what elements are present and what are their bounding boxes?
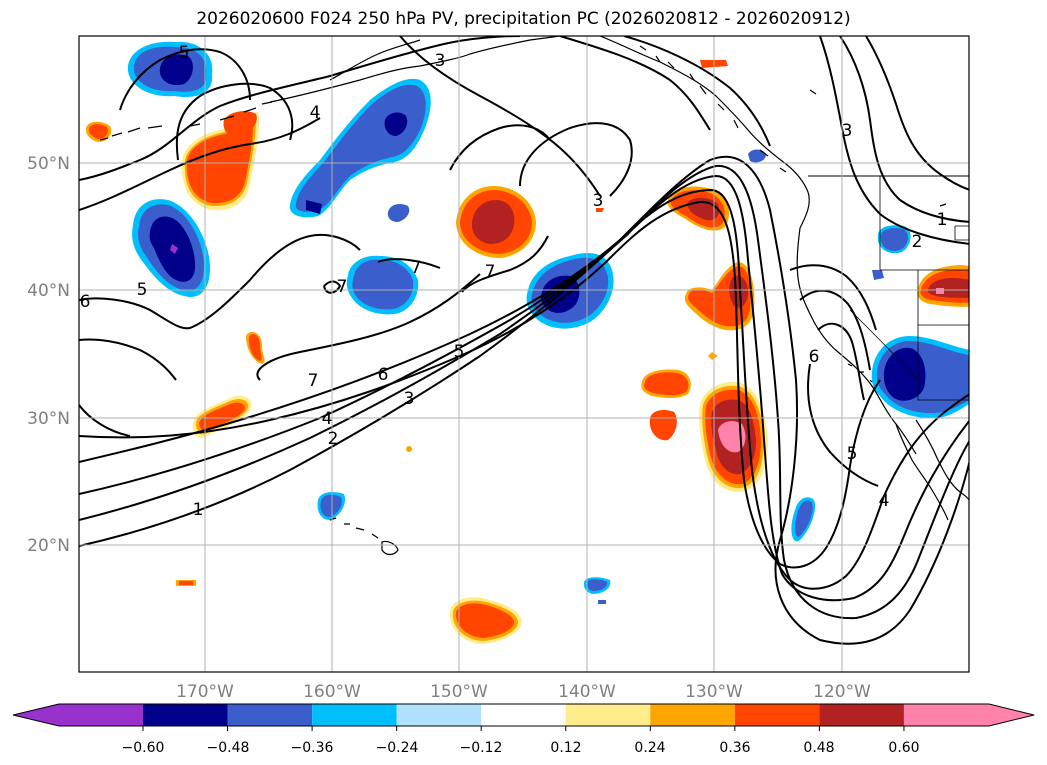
lat-label-50n: 50°N (27, 154, 70, 174)
lon-label-160w: 160°W (303, 682, 361, 702)
contour-label: 5 (137, 280, 148, 300)
colorbar-tick-label: 0.36 (719, 740, 750, 756)
contour-label: 2 (328, 429, 339, 449)
colorbar-segment (396, 704, 482, 726)
colorbar-tick-label: −0.48 (207, 740, 250, 756)
contour-label: 4 (322, 409, 333, 429)
colorbar-segment (819, 704, 904, 726)
colorbar-segment (312, 704, 397, 726)
colorbar-segment (650, 704, 735, 726)
colorbar-extend-high (989, 704, 1034, 726)
contour-label: 5 (847, 444, 858, 464)
contour-label: 7 (485, 262, 496, 282)
latitude-labels: 50°N 40°N 30°N 20°N (27, 154, 70, 556)
colorbar-extend-low (13, 704, 59, 726)
colorbar-segment (59, 704, 143, 726)
colorbar-segment (227, 704, 313, 726)
colorbar-segment (143, 704, 228, 726)
contour-label: 1 (193, 500, 204, 520)
contour-label: 7 (411, 258, 422, 278)
colorbar-segment (481, 704, 566, 726)
colorbar-tick-label: 0.48 (803, 740, 834, 756)
contour-label: 1 (937, 210, 948, 230)
lat-label-20n: 20°N (27, 536, 70, 556)
colorbar-tick-label: −0.12 (460, 740, 503, 756)
contour-labels: 5 3 4 1 2 5 7 7 7 6 5 3 2 4 7 1 6 5 4 3 … (80, 43, 948, 520)
pv-contours (79, 36, 969, 645)
colorbar-tick-label: 0.12 (550, 740, 581, 756)
colorbar-tick-label: 0.24 (634, 740, 665, 756)
colorbar-segment (565, 704, 651, 726)
colorbar-tick-label: −0.24 (376, 740, 419, 756)
contour-label: 3 (842, 121, 853, 141)
contour-label: 3 (435, 51, 446, 71)
colorbar-outline (12, 703, 1035, 727)
lon-label-140w: 140°W (558, 682, 616, 702)
colorbar-tick-label: −0.36 (291, 740, 334, 756)
coastlines (99, 36, 969, 556)
map-title: 2026020600 F024 250 hPa PV, precipitatio… (196, 9, 851, 29)
contour-label: 2 (912, 232, 923, 252)
map-frame (78, 35, 970, 673)
lon-label-150w: 150°W (430, 682, 488, 702)
contour-label: 5 (454, 342, 465, 362)
colorbar-tick-label: −0.60 (122, 740, 165, 756)
contour-label: 6 (378, 365, 389, 385)
contour-label: 7 (337, 277, 348, 297)
positive-precip-anomalies (85, 60, 969, 644)
contour-label: 6 (80, 292, 91, 312)
contour-label: 3 (404, 389, 415, 409)
longitude-labels: 170°W 160°W 150°W 140°W 130°W 120°W (176, 682, 871, 702)
contour-label: 6 (809, 347, 820, 367)
contour-label: 5 (179, 43, 190, 63)
contour-label: 7 (308, 371, 319, 391)
colorbar-segment (903, 704, 989, 726)
lat-label-30n: 30°N (27, 409, 70, 429)
contour-label: 4 (310, 103, 321, 123)
gridlines (79, 36, 969, 672)
lat-label-40n: 40°N (27, 281, 70, 301)
contour-label: 3 (593, 191, 604, 211)
contour-label: 4 (879, 491, 890, 511)
map-background (79, 36, 969, 672)
colorbar: −0.60 −0.48 −0.36 −0.24 −0.12 0.12 0.24 … (12, 703, 1035, 756)
colorbar-tick-label: 0.60 (888, 740, 919, 756)
lon-label-130w: 130°W (685, 682, 743, 702)
lon-label-170w: 170°W (176, 682, 234, 702)
lon-label-120w: 120°W (813, 682, 871, 702)
colorbar-segment (734, 704, 820, 726)
